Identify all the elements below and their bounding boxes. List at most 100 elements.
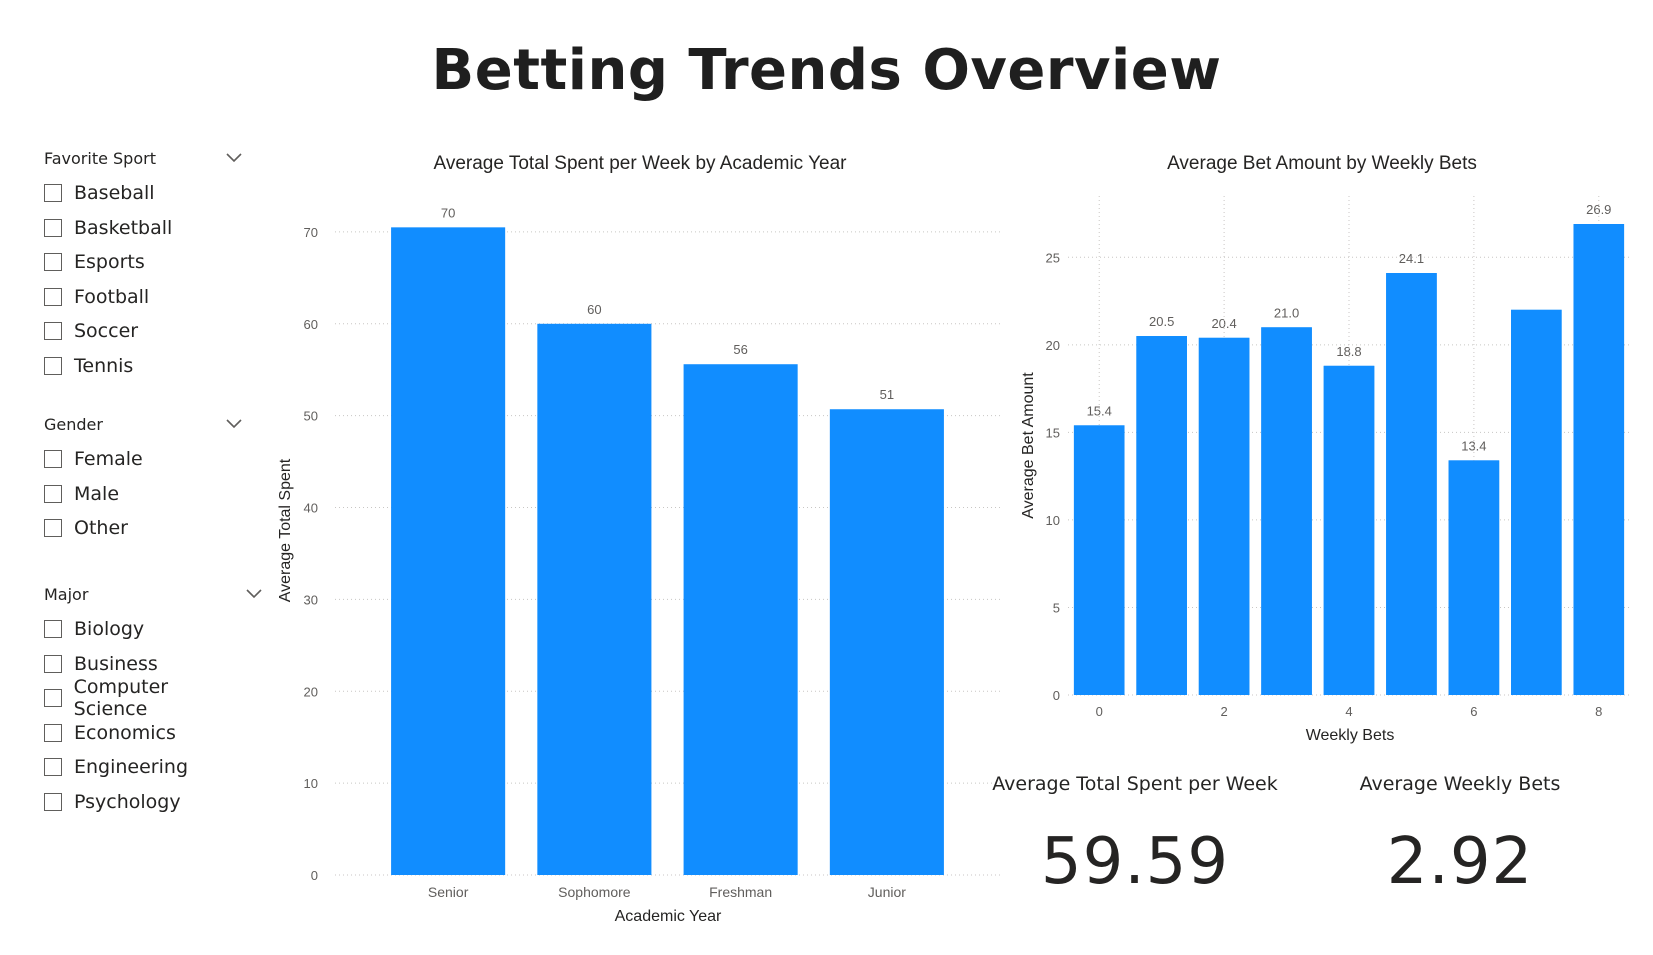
bar-overlay [1198, 337, 1250, 695]
chart-title: Average Total Spent per Week by Academic… [434, 153, 848, 174]
bar-overlay [1261, 327, 1312, 695]
slicer-item-label: Female [74, 448, 143, 471]
bar-overlay [1573, 224, 1625, 695]
slicer-item-label: Tennis [74, 354, 134, 377]
slicer-item-psychology[interactable]: Psychology [44, 785, 244, 820]
slicer-title: Major [44, 584, 89, 604]
y-tick-label: 40 [304, 501, 318, 516]
bar-overlay [1511, 309, 1562, 695]
checkbox[interactable] [44, 218, 62, 237]
checkbox[interactable] [44, 654, 62, 673]
kpi-card-value: 2.92 [1386, 825, 1534, 899]
slicer-item-label: Male [74, 482, 120, 505]
checkbox[interactable] [44, 758, 62, 777]
x-tick-label: 6 [1470, 704, 1477, 719]
bar [391, 227, 506, 876]
slicer-item-football[interactable]: Football [44, 280, 244, 315]
checkbox[interactable] [44, 792, 62, 811]
y-tick-label: 70 [304, 225, 318, 240]
x-tick-label: 4 [1345, 704, 1352, 719]
y-axis-label: Average Bet Amount [1020, 372, 1037, 519]
slicer-item-economics[interactable]: Economics [44, 716, 244, 751]
checkbox[interactable] [44, 484, 62, 503]
slicer-item-other[interactable]: Other [44, 511, 244, 546]
slicer-item-baseball[interactable]: Baseball [44, 176, 244, 211]
checkbox[interactable] [44, 253, 62, 272]
checkbox[interactable] [44, 184, 62, 203]
slicer-item-business[interactable]: Business [44, 647, 244, 682]
slicer-item-label: Economics [74, 721, 176, 744]
checkbox[interactable] [44, 322, 62, 341]
slicer-item-soccer[interactable]: Soccer [44, 314, 244, 349]
data-label: 26.9 [1586, 202, 1611, 217]
checkbox[interactable] [44, 356, 62, 375]
checkbox[interactable] [44, 287, 62, 306]
y-tick-label: 10 [304, 776, 318, 791]
slicer-item-label: Football [74, 285, 150, 308]
slicer-favorite-sport: Favorite Sport Baseball Basketball Espor… [44, 146, 244, 383]
x-axis-label: Academic Year [615, 908, 722, 925]
y-tick-label: 0 [311, 868, 318, 883]
slicer-title: Gender [44, 414, 103, 434]
checkbox[interactable] [44, 519, 62, 538]
y-tick-label: 30 [304, 592, 318, 607]
kpi-card-label: Average Total Spent per Week [992, 773, 1278, 795]
y-tick-label: 0 [1053, 688, 1060, 703]
checkbox[interactable] [44, 620, 62, 639]
x-axis-label: Weekly Bets [1306, 727, 1395, 744]
slicer-item-female[interactable]: Female [44, 442, 244, 477]
data-label: 20.5 [1149, 314, 1174, 329]
x-tick-label: 0 [1096, 704, 1103, 719]
slicer-item-basketball[interactable]: Basketball [44, 211, 244, 246]
bar [537, 323, 652, 875]
y-tick-label: 25 [1046, 250, 1060, 265]
slicer-item-esports[interactable]: Esports [44, 245, 244, 280]
slicer-title: Favorite Sport [44, 148, 156, 168]
checkbox[interactable] [44, 723, 62, 742]
slicer-item-label: Basketball [74, 216, 173, 239]
bar-overlay [1073, 425, 1125, 695]
kpi-card-value: 59.59 [1040, 825, 1230, 899]
slicer-item-label: Biology [74, 618, 145, 641]
slicer-item-label: Esports [74, 251, 145, 274]
x-tick-label: Junior [868, 884, 906, 900]
data-label: 18.8 [1336, 344, 1361, 359]
y-tick-label: 60 [304, 317, 318, 332]
chevron-down-icon[interactable] [224, 148, 244, 168]
slicer-item-label: Computer Science [73, 676, 169, 721]
slicer-item-engineering[interactable]: Engineering [44, 750, 244, 785]
bar-overlay [1386, 273, 1437, 695]
data-label: 24.1 [1399, 251, 1424, 266]
checkbox[interactable] [44, 689, 62, 708]
slicer-item-biology[interactable]: Biology [44, 612, 244, 647]
y-tick-label: 5 [1053, 600, 1060, 615]
data-label: 20.4 [1211, 316, 1236, 331]
chart-title: Average Bet Amount by Weekly Bets [1167, 153, 1477, 174]
y-tick-label: 20 [304, 684, 318, 699]
slicer-item-male[interactable]: Male [44, 477, 244, 512]
x-tick-label: 2 [1220, 704, 1227, 719]
y-tick-label: 20 [1046, 338, 1060, 353]
data-label: 70 [441, 205, 455, 220]
bar [829, 409, 944, 875]
y-tick-label: 50 [304, 409, 318, 424]
slicer-gender: Gender Female Male Other [44, 412, 244, 546]
y-tick-label: 10 [1046, 513, 1060, 528]
y-axis-label: Average Total Spent [277, 458, 294, 602]
slicer-item-label: Business [74, 652, 158, 675]
slicer-item-computer-science[interactable]: Computer Science [44, 676, 244, 720]
kpi-card-label: Average Weekly Bets [1359, 773, 1561, 795]
chevron-down-icon[interactable] [244, 584, 264, 604]
kpi-card-avg-total-spent: Average Total Spent per Week 59.59 [985, 773, 1285, 899]
x-tick-label: Freshman [709, 884, 772, 900]
chevron-down-icon[interactable] [224, 414, 244, 434]
slicer-item-label: Psychology [74, 790, 181, 813]
slicer-item-tennis[interactable]: Tennis [44, 349, 244, 384]
data-label: 56 [733, 342, 747, 357]
checkbox[interactable] [44, 450, 62, 469]
data-label: 15.4 [1087, 403, 1112, 418]
bar-overlay [1323, 365, 1375, 695]
data-label: 60 [587, 302, 601, 317]
page-title: Betting Trends Overview [431, 38, 1222, 103]
